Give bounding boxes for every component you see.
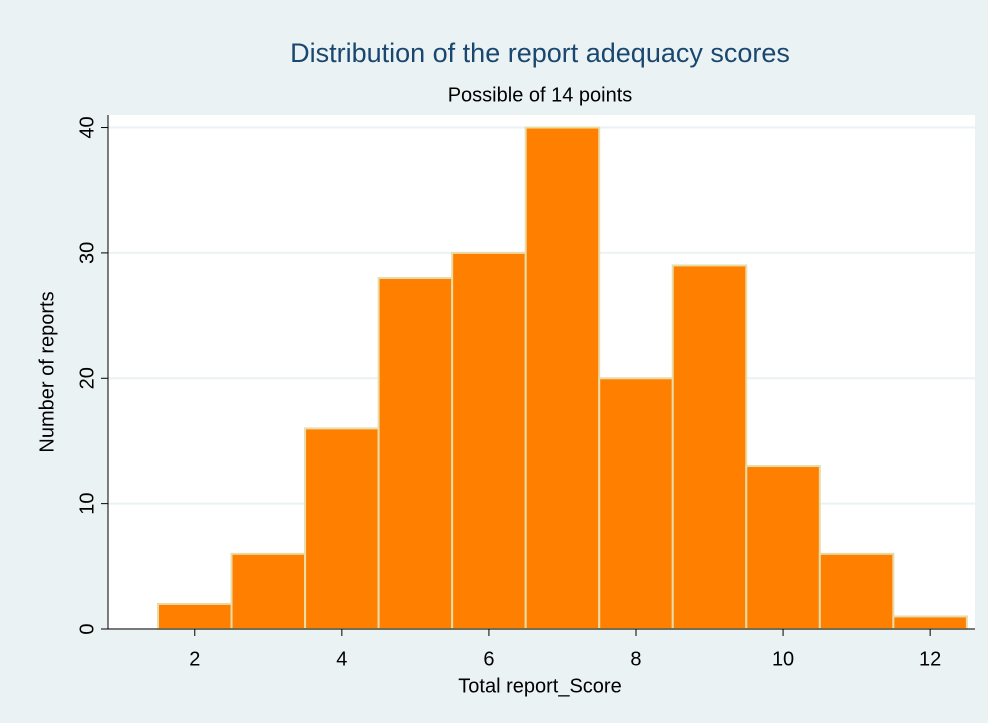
y-tick-label: 10 [76,493,98,515]
x-tick-label: 2 [189,648,200,670]
x-tick-label: 6 [483,648,494,670]
x-axis-label: Total report_Score [458,675,621,697]
chart-subtitle: Possible of 14 points [448,84,633,106]
y-tick-label: 40 [76,116,98,138]
y-tick-label: 0 [76,623,98,634]
bar [598,377,674,630]
bar [818,552,895,631]
bar [377,276,454,630]
x-tick-label: 8 [630,648,641,670]
x-tick-label: 12 [919,648,941,670]
bar [230,552,307,631]
bar [671,264,748,630]
chart-title: Distribution of the report adequacy scor… [290,38,790,68]
bar [524,126,601,630]
bar [304,427,380,631]
x-tick-label: 4 [336,648,347,670]
x-tick-label: 10 [772,648,794,670]
y-tick-label: 20 [76,367,98,389]
y-tick-label: 30 [76,242,98,264]
y-axis-label: Number of reports [36,291,58,452]
bar [451,251,527,630]
bar [745,465,821,630]
bar [892,615,968,631]
bar [157,602,233,630]
